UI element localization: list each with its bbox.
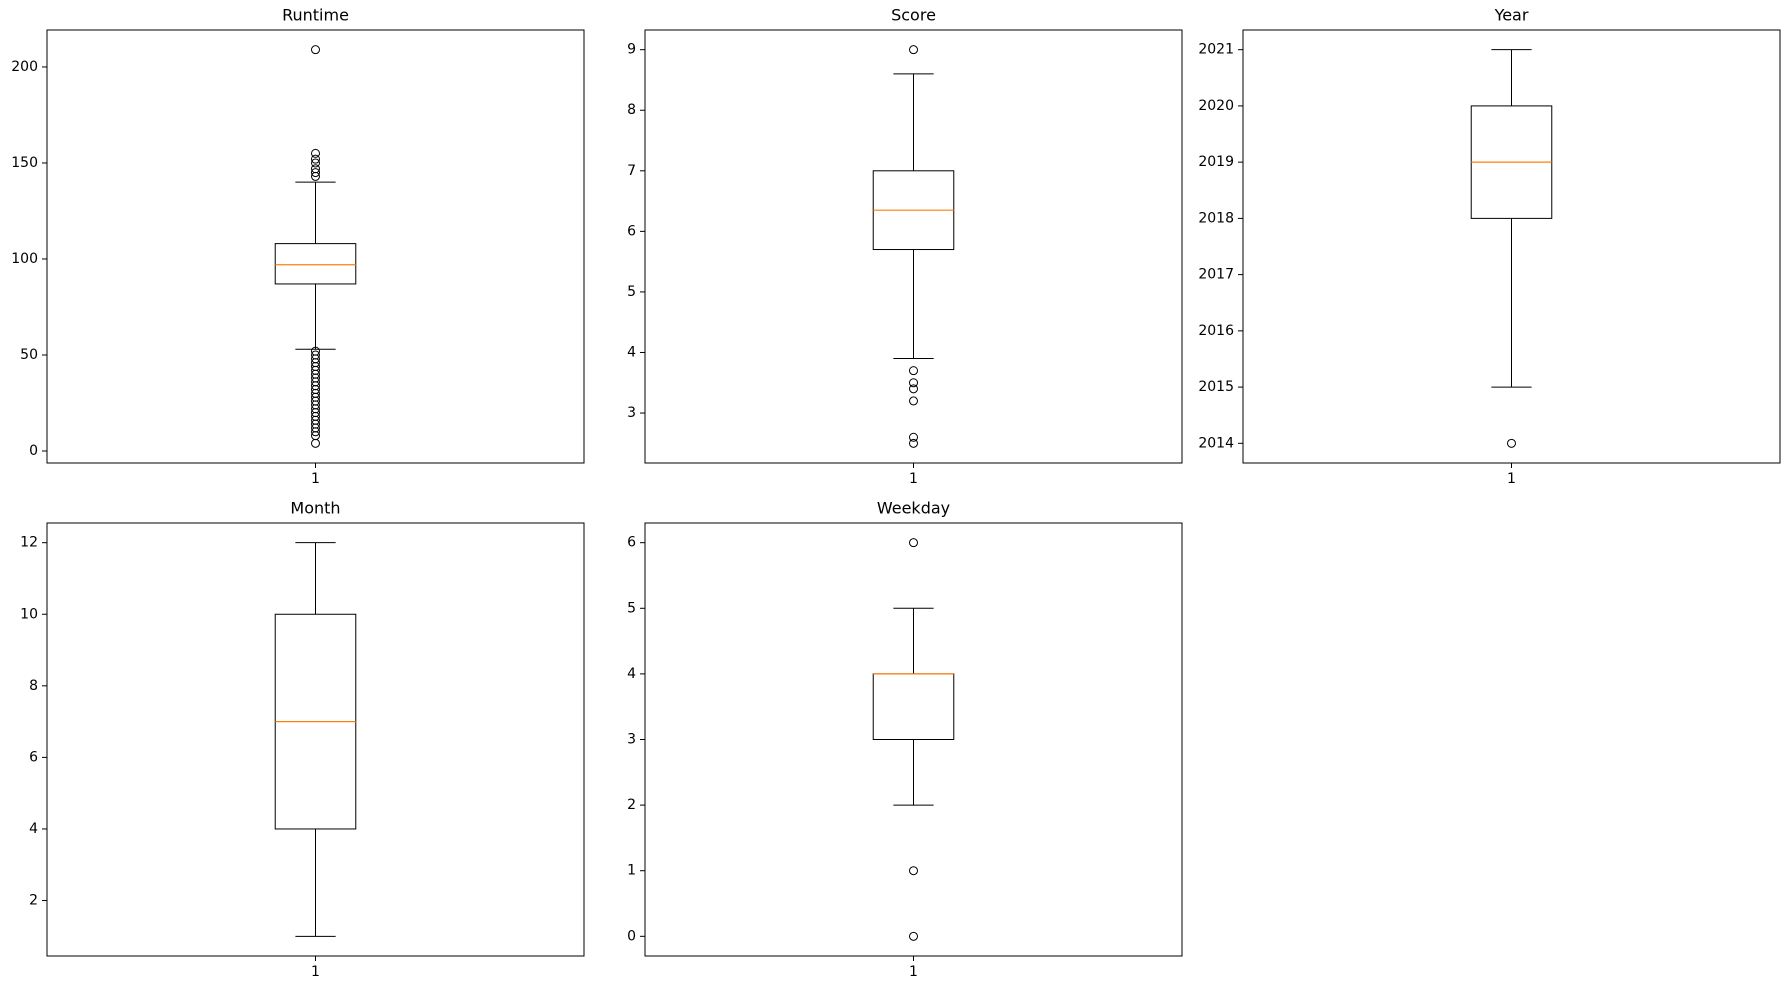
y-tick-label: 12 — [20, 535, 38, 551]
chart-title: Score — [891, 6, 936, 25]
x-tick-label: 1 — [1507, 471, 1516, 487]
y-tick-label: 2020 — [1198, 98, 1234, 114]
outlier — [311, 438, 320, 448]
y-tick-label: 2021 — [1198, 42, 1234, 58]
chart-title: Month — [290, 499, 340, 518]
y-tick-label: 2019 — [1198, 154, 1234, 170]
x-tick-label: 1 — [311, 471, 320, 487]
x-tick-label: 1 — [909, 964, 918, 980]
y-tick-label: 2018 — [1198, 210, 1234, 226]
outlier — [311, 154, 320, 164]
x-tick-label: 1 — [909, 471, 918, 487]
chart-title: Weekday — [877, 499, 950, 518]
y-tick-label: 1 — [627, 863, 636, 879]
outlier — [311, 158, 320, 168]
y-tick-label: 4 — [627, 666, 636, 682]
y-tick-label: 7 — [627, 163, 636, 179]
chart-title: Year — [1494, 6, 1529, 25]
outlier — [311, 350, 320, 360]
y-tick-label: 9 — [627, 42, 636, 58]
y-tick-label: 50 — [20, 347, 38, 363]
y-tick-label: 6 — [29, 749, 38, 765]
chart-title: Runtime — [282, 6, 349, 25]
outlier — [909, 378, 918, 388]
y-tick-label: 2016 — [1198, 323, 1234, 339]
box — [274, 243, 357, 285]
y-tick-label: 100 — [11, 251, 38, 267]
outlier — [909, 396, 918, 406]
outlier — [909, 45, 918, 55]
outlier — [909, 866, 918, 876]
plot-frame — [46, 29, 585, 464]
y-tick-label: 2015 — [1198, 379, 1234, 395]
outlier — [311, 168, 320, 178]
y-tick-label: 4 — [627, 344, 636, 360]
y-tick-label: 8 — [627, 102, 636, 118]
outlier — [311, 45, 320, 55]
y-tick-label: 6 — [627, 535, 636, 551]
y-tick-label: 5 — [627, 284, 636, 300]
y-tick-label: 3 — [627, 732, 636, 748]
outlier — [1507, 438, 1516, 448]
outlier — [311, 164, 320, 174]
y-tick-label: 2 — [29, 893, 38, 909]
outlier — [311, 346, 320, 356]
y-tick-label: 2017 — [1198, 267, 1234, 283]
y-tick-label: 2 — [627, 797, 636, 813]
box — [872, 673, 955, 740]
y-tick-label: 150 — [11, 155, 38, 171]
outlier — [909, 438, 918, 448]
y-tick-label: 5 — [627, 600, 636, 616]
y-tick-label: 3 — [627, 405, 636, 421]
y-tick-label: 10 — [20, 606, 38, 622]
outlier — [909, 538, 918, 548]
y-tick-label: 200 — [11, 59, 38, 75]
y-tick-label: 0 — [627, 928, 636, 944]
y-tick-label: 0 — [29, 443, 38, 459]
outlier — [909, 366, 918, 376]
x-tick-label: 1 — [311, 964, 320, 980]
outlier — [909, 384, 918, 394]
y-tick-label: 4 — [29, 821, 38, 837]
outlier — [311, 148, 320, 158]
y-tick-label: 8 — [29, 678, 38, 694]
y-tick-label: 2014 — [1198, 435, 1234, 451]
outlier — [909, 432, 918, 442]
outlier — [909, 931, 918, 941]
y-tick-label: 6 — [627, 223, 636, 239]
